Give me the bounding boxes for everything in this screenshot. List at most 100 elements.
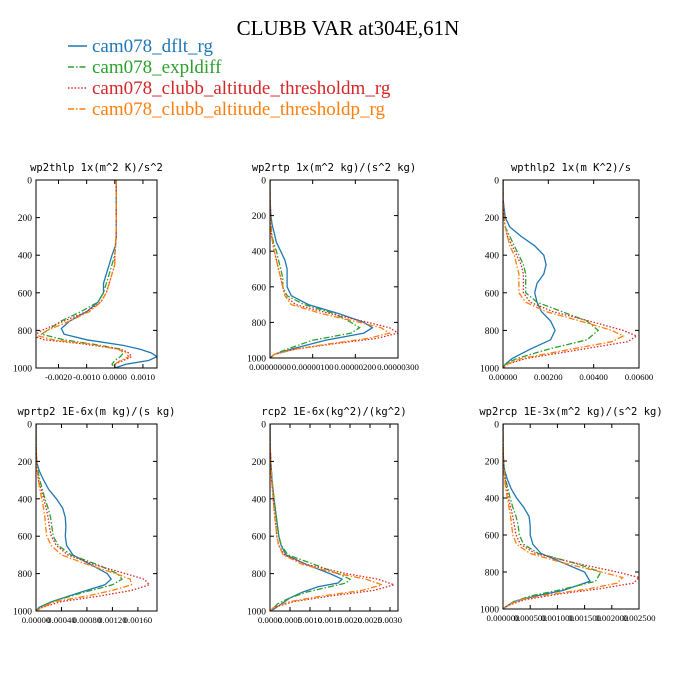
panel-title: wpthlp2 1x(m K^2)/s <box>511 162 631 174</box>
x-tick-label: 0.00000300 <box>377 362 419 372</box>
legend-label: cam078_clubb_altitude_thresholdm_rg <box>92 78 391 99</box>
x-tick-label: 0.00120 <box>98 615 127 625</box>
y-tick-label: 800 <box>18 327 33 337</box>
series-line <box>503 180 556 368</box>
y-tick-label: 600 <box>18 533 33 543</box>
plot-frame <box>35 423 158 612</box>
series-line <box>270 180 361 358</box>
x-tick-label: 0.0020 <box>338 615 363 625</box>
x-tick-label: 0.0025 <box>358 615 383 625</box>
y-tick-label: 800 <box>252 319 267 329</box>
x-tick-label: 0.000000 <box>487 613 521 623</box>
series-line <box>270 180 398 358</box>
y-tick-label: 600 <box>252 283 267 293</box>
x-tick-label: 0.001500 <box>568 613 602 623</box>
y-tick-label: 0 <box>27 421 32 431</box>
series-line <box>270 180 374 358</box>
y-tick-label: 0 <box>494 177 499 187</box>
y-tick-label: 1000 <box>480 606 499 616</box>
y-tick-label: 200 <box>485 214 500 224</box>
x-tick-label: 0.00000000 <box>249 362 291 372</box>
figure-title: CLUBB VAR at304E,61N <box>237 16 460 40</box>
y-tick-label: 800 <box>485 327 500 337</box>
series-line <box>36 424 151 611</box>
legend-entry: cam078_expldiff <box>68 57 222 78</box>
panel-title: wprtp2 1E-6x(m kg)/(s kg) <box>17 406 175 418</box>
x-tick-label: 0.0010 <box>131 372 156 382</box>
x-tick-label: 0.00600 <box>625 372 654 382</box>
x-tick-label: 0.00000100 <box>292 362 334 372</box>
x-tick-label: 0.00000 <box>489 372 518 382</box>
x-tick-label: 0.0000 <box>258 615 283 625</box>
panel-title: wp2rtp 1x(m^2 kg)/(s^2 kg) <box>252 162 416 174</box>
x-tick-label: 0.00080 <box>73 615 102 625</box>
chart-panel: wp2thlp 1x(m^2 K)/s^2 0 200 400 600 800 1000 -0… <box>13 162 163 382</box>
y-tick-label: 200 <box>18 214 33 224</box>
x-tick-label: 0.00000 <box>22 615 51 625</box>
series-line <box>270 424 397 611</box>
series-line <box>36 424 133 611</box>
legend-entry: cam078_dflt_rg <box>68 36 214 57</box>
legend-label: cam078_expldiff <box>92 57 222 78</box>
panel-title: wp2rcp 1E-3x(m^2 kg)/(s^2 kg) <box>479 406 662 418</box>
legend-entry: cam078_clubb_altitude_thresholdp_rg <box>68 99 386 120</box>
x-tick-label: 0.002500 <box>623 613 657 623</box>
y-tick-label: 400 <box>485 495 500 505</box>
chart-panel: wprtp2 1E-6x(m kg)/(s kg) 0 200 400 600 800 10… <box>13 406 176 625</box>
y-tick-label: 800 <box>485 569 500 579</box>
x-tick-label: 0.0005 <box>278 615 303 625</box>
y-tick-label: 400 <box>252 248 267 258</box>
series-line <box>503 424 624 609</box>
y-tick-label: 1000 <box>247 355 266 365</box>
plot-frame <box>502 179 640 369</box>
series-line <box>270 180 392 358</box>
y-tick-label: 400 <box>18 252 33 262</box>
y-tick-label: 200 <box>18 458 33 468</box>
series-line <box>270 424 344 611</box>
y-tick-label: 0 <box>261 177 266 187</box>
y-tick-label: 0 <box>27 177 32 187</box>
x-tick-label: 0.000500 <box>514 613 548 623</box>
x-tick-label: 0.0000 <box>103 372 128 382</box>
x-tick-label: 0.0015 <box>318 615 343 625</box>
series-line <box>503 424 591 609</box>
y-tick-label: 1000 <box>480 365 499 375</box>
x-tick-label: 0.00040 <box>47 615 76 625</box>
y-tick-label: 400 <box>252 495 267 505</box>
y-tick-label: 600 <box>485 532 500 542</box>
plot-frame <box>269 423 399 612</box>
x-tick-label: -0.0020 <box>45 372 73 382</box>
y-tick-label: 200 <box>252 458 267 468</box>
y-tick-label: 200 <box>252 212 267 222</box>
plot-frame <box>269 179 399 359</box>
y-tick-label: 800 <box>252 570 267 580</box>
legend: cam078_dflt_rgcam078_expldiffcam078_club… <box>68 36 391 120</box>
x-tick-label: 0.002000 <box>595 613 629 623</box>
x-tick-label: 0.001000 <box>541 613 575 623</box>
chart-panel: rcp2 1E-6x(kg^2)/(kg^2) 0 200 400 600 800 1000… <box>247 406 407 625</box>
series-line <box>36 180 133 368</box>
y-tick-label: 200 <box>485 458 500 468</box>
y-tick-label: 0 <box>261 421 266 431</box>
series-line <box>503 180 639 368</box>
legend-label: cam078_dflt_rg <box>92 36 214 57</box>
panel-title: wp2thlp 1x(m^2 K)/s^2 <box>30 162 163 174</box>
series-line <box>36 424 112 611</box>
x-tick-label: 0.00160 <box>124 615 153 625</box>
series-line <box>37 180 130 368</box>
panel-title: rcp2 1E-6x(kg^2)/(kg^2) <box>261 406 406 418</box>
legend-label: cam078_clubb_altitude_thresholdp_rg <box>92 99 386 120</box>
series-line <box>503 424 602 609</box>
chart-panel: wp2rtp 1x(m^2 kg)/(s^2 kg) 0 200 400 600 800 1… <box>247 162 419 372</box>
x-tick-label: 0.0010 <box>298 615 323 625</box>
plot-frame <box>502 423 640 610</box>
y-tick-label: 600 <box>485 289 500 299</box>
x-tick-label: 0.0030 <box>378 615 403 625</box>
plot-frame <box>35 179 158 369</box>
chart-panel: wpthlp2 1x(m K^2)/s020040060080010000.00… <box>480 162 654 382</box>
series-line <box>36 424 123 611</box>
x-tick-label: 0.00200 <box>534 372 563 382</box>
y-tick-label: 600 <box>252 533 267 543</box>
panels: wp2thlp 1x(m^2 K)/s^2 0 200 400 600 800 1000 -0… <box>13 162 663 625</box>
